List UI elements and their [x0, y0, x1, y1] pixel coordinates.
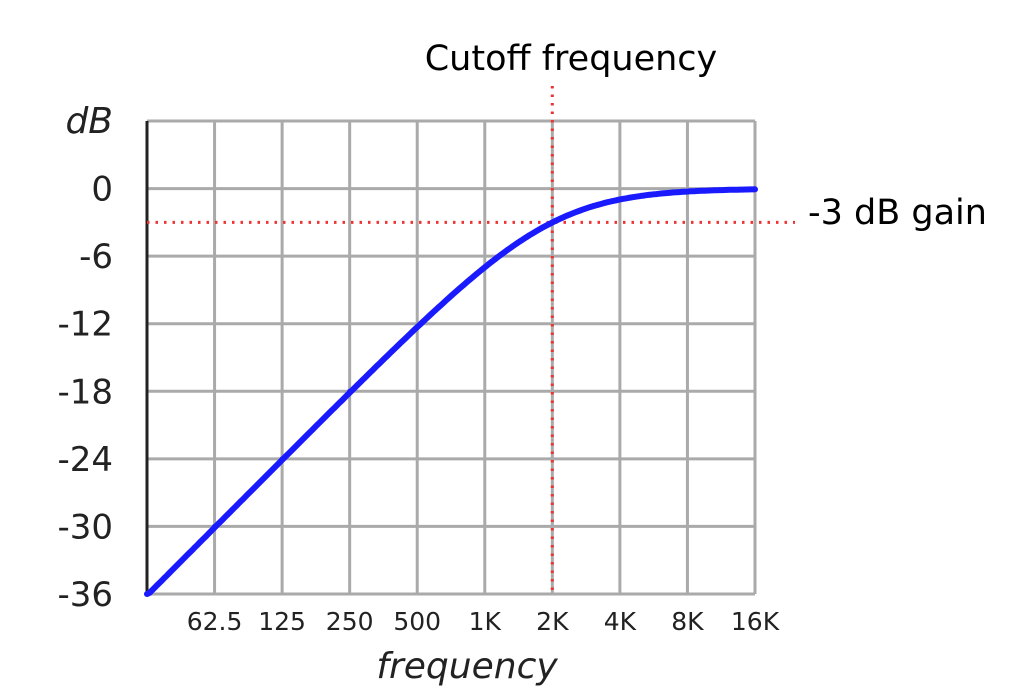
- data-point: [752, 186, 758, 192]
- x-tick-label: 500: [393, 607, 441, 636]
- curve-group: [144, 186, 758, 597]
- data-point: [684, 188, 690, 194]
- data-point: [414, 324, 420, 330]
- data-point: [347, 388, 353, 394]
- x-axis-label: frequency: [376, 646, 558, 687]
- gain-label: -3 dB gain: [808, 193, 987, 233]
- y-axis-label: dB: [65, 101, 113, 142]
- y-tick-labels: dB 0 -6 -12 -18 -24 -30 -36: [57, 101, 113, 615]
- y-tick-label: -12: [57, 305, 113, 345]
- x-tick-label: 16K: [731, 607, 780, 636]
- y-tick-label: 0: [91, 170, 113, 210]
- y-tick-label: -36: [57, 575, 113, 615]
- x-tick-label: 250: [326, 607, 374, 636]
- data-point: [617, 196, 623, 202]
- data-point: [482, 264, 488, 270]
- grid-lines: [145, 119, 757, 596]
- data-point: [279, 456, 285, 462]
- y-tick-label: -18: [57, 372, 113, 412]
- response-curve: [144, 186, 758, 597]
- x-tick-label: 1K: [469, 607, 502, 636]
- y-tick-label: -6: [79, 237, 113, 277]
- data-point: [212, 523, 218, 529]
- data-point: [549, 219, 555, 225]
- data-point: [144, 591, 150, 597]
- x-tick-label: 125: [258, 607, 306, 636]
- x-tick-labels: 62.5 125 250 500 1K 2K 4K 8K 16K: [187, 607, 780, 636]
- x-tick-label: 8K: [671, 607, 704, 636]
- x-tick-label: 2K: [536, 607, 569, 636]
- y-tick-label: -24: [57, 440, 113, 480]
- x-tick-label: 62.5: [187, 607, 243, 636]
- guide-lines: [147, 86, 795, 594]
- x-tick-label: 4K: [604, 607, 637, 636]
- y-tick-label: -30: [57, 507, 113, 547]
- cutoff-frequency-label: Cutoff frequency: [425, 39, 718, 79]
